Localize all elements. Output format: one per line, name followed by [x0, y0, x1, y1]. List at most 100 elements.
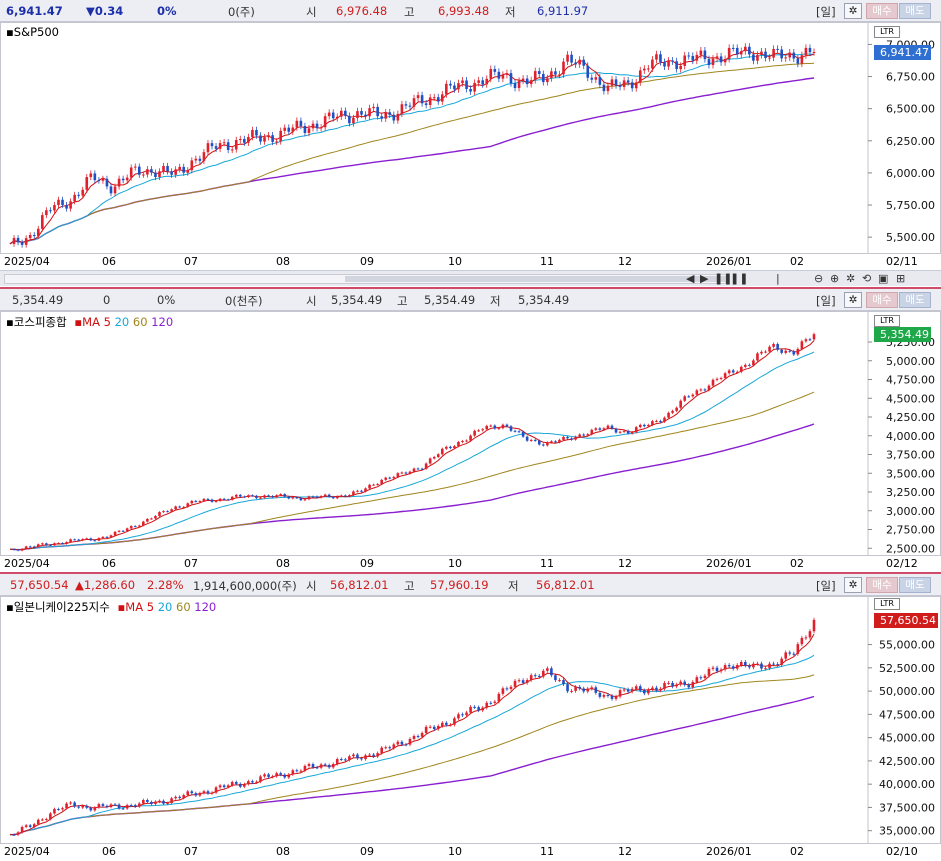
kospi-buy-button[interactable]: 매수 — [866, 292, 898, 308]
kospi-sell-button[interactable]: 매도 — [899, 292, 931, 308]
candle-down — [287, 124, 291, 135]
capture-icon[interactable]: ▣ — [878, 272, 889, 285]
candle-up — [651, 56, 654, 72]
sp500-period-button[interactable]: [일] — [816, 5, 836, 19]
candle-down — [190, 789, 194, 795]
candle-down — [614, 427, 618, 434]
y-tick-label: 6,500.00 — [886, 103, 935, 116]
candle-down — [792, 349, 796, 356]
candle-down — [542, 443, 545, 447]
candle-up — [61, 806, 64, 811]
nikkei-settings-gear-icon[interactable]: ✲ — [844, 577, 862, 593]
kospi-chart-area[interactable]: 5,250.00 5,000.00 4,750.00 4,500.00 4,250.00… — [0, 311, 941, 556]
nikkei-chart[interactable]: 55,000.00 52,500.00 50,000.00 47,500.00 45,0… — [0, 596, 941, 844]
scroll-left-icon[interactable]: ◀ — [686, 272, 695, 285]
candle-up — [659, 686, 662, 693]
candle-up — [36, 225, 40, 239]
nikkei-legend-ma120: 120 — [194, 600, 217, 614]
sp500-ltr-tag[interactable]: LTR — [874, 26, 900, 38]
x-tick-label: 08 — [276, 845, 290, 858]
sp500-scroll-track[interactable] — [4, 274, 726, 284]
candle-up — [473, 429, 476, 437]
sp500-panel: 6,941.47 ▼0.34 0% 0(주) 시 6,976.48 고 6,99… — [0, 0, 941, 287]
nikkei-buy-button[interactable]: 매수 — [866, 577, 898, 593]
candle-down — [533, 673, 537, 678]
candle-down — [77, 805, 80, 809]
ma20-line — [9, 53, 815, 245]
candle-down — [505, 423, 509, 428]
candle-down — [234, 780, 238, 786]
candle-down — [610, 424, 614, 431]
candle-up — [760, 48, 763, 59]
candle-up — [784, 650, 788, 661]
kospi-legend: ▪코스피종합 ▪MA 5 20 60 120 — [6, 315, 174, 329]
candle-up — [663, 416, 666, 423]
sp500-chart-area[interactable]: 7,000.006,750.006,500.006,250.006,000.00… — [0, 22, 941, 254]
candle-up — [408, 737, 412, 747]
candle-up — [89, 170, 93, 181]
candle-down — [643, 423, 646, 428]
kospi-legend-ma5: 5 — [103, 315, 111, 329]
step-icon[interactable]: ❚❚ — [730, 272, 749, 285]
scroll-right-icon[interactable]: ▶ — [700, 272, 709, 285]
candle-up — [113, 531, 117, 537]
nikkei-ltr-tag[interactable]: LTR — [874, 598, 900, 610]
kospi-chart[interactable]: 5,250.005,000.004,750.004,500.004,250.00… — [0, 311, 941, 556]
sp500-high: 6,993.48 — [438, 4, 490, 18]
candle-down — [598, 427, 602, 432]
candle-up — [69, 538, 72, 543]
sp500-low-label: 저 — [505, 5, 516, 19]
pause-icon[interactable]: ❚❚ — [714, 272, 733, 285]
candle-up — [634, 425, 638, 434]
candle-up — [521, 75, 525, 85]
sp500-scroll-thumb[interactable] — [345, 276, 725, 282]
candle-up — [178, 163, 181, 173]
candle-up — [558, 678, 561, 683]
candle-up — [699, 388, 703, 392]
candle-down — [283, 773, 287, 779]
reset-icon[interactable]: ⟲ — [862, 272, 872, 285]
sp500-buy-button[interactable]: 매수 — [866, 3, 898, 19]
kospi-change-pct: 0% — [157, 293, 176, 307]
candle-up — [259, 774, 262, 784]
ma5-line — [9, 633, 815, 836]
end-date-label: 02/11 — [886, 255, 918, 268]
sp500-settings-gear-icon[interactable]: ✲ — [844, 3, 862, 19]
nikkei-chart-area[interactable]: 55,000.00 52,500.00 50,000.00 47,500.00 45,0… — [0, 596, 941, 844]
candle-up — [695, 388, 699, 397]
grid-icon[interactable]: ⊞ — [896, 272, 906, 285]
sp500-scrollbar-row[interactable]: ◀ ▶ ❚❚ ❚❚ | ⊖ ⊕ ✲ ⟲ ▣ ⊞ — [0, 270, 941, 286]
settings-icon[interactable]: ✲ — [846, 272, 856, 285]
candle-up — [412, 94, 416, 111]
candle-up — [784, 53, 788, 62]
sp500-sell-button[interactable]: 매도 — [899, 3, 931, 19]
kospi-settings-gear-icon[interactable]: ✲ — [844, 292, 862, 308]
candle-down — [687, 682, 691, 690]
candle-down — [323, 762, 327, 767]
candle-up — [291, 496, 295, 500]
candle-up — [137, 802, 141, 808]
candle-down — [517, 430, 521, 433]
kospi-volume: 0(천주) — [225, 294, 263, 308]
x-tick-label: 12 — [618, 845, 632, 858]
candle-down — [481, 76, 485, 88]
nikkei-period-button[interactable]: [일] — [816, 579, 836, 593]
kospi-ltr-tag[interactable]: LTR — [874, 315, 900, 327]
zoom-in-icon[interactable]: ⊕ — [830, 272, 840, 285]
kospi-period-button[interactable]: [일] — [816, 294, 836, 308]
nikkei-sell-button[interactable]: 매도 — [899, 577, 931, 593]
candle-up — [691, 680, 695, 690]
candle-down — [760, 661, 763, 671]
candle-down — [20, 239, 24, 248]
candle-down — [344, 494, 347, 498]
candle-up — [206, 139, 210, 156]
y-tick-label: 4,000.00 — [886, 430, 935, 443]
candle-up — [335, 113, 339, 122]
zoom-slider-icon[interactable]: | — [776, 272, 780, 285]
candle-down — [339, 757, 343, 761]
candle-down — [788, 349, 792, 353]
zoom-out-icon[interactable]: ⊖ — [814, 272, 824, 285]
candle-up — [562, 58, 565, 78]
candle-down — [691, 52, 695, 65]
sp500-chart[interactable]: 7,000.006,750.006,500.006,250.006,000.00… — [0, 22, 941, 254]
